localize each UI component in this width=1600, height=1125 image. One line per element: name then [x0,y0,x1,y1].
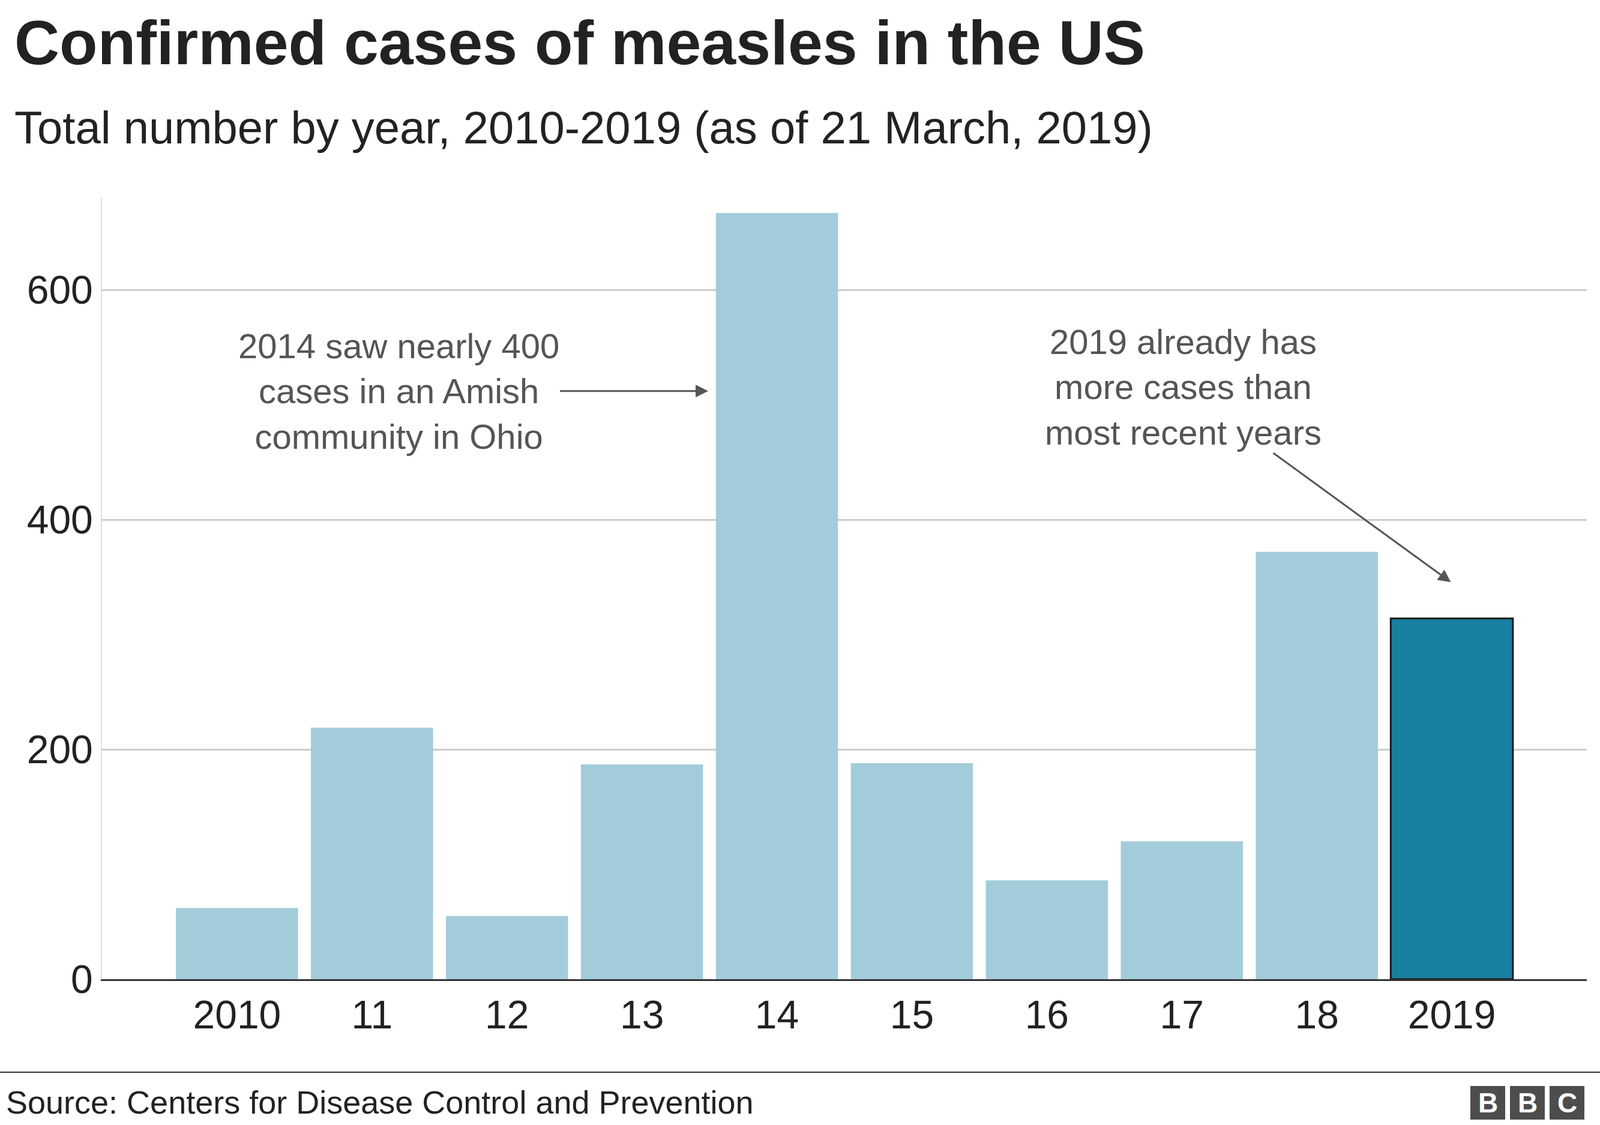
svg-text:C: C [1557,1087,1578,1119]
svg-text:0: 0 [70,957,94,1002]
svg-text:B: B [1517,1087,1538,1119]
svg-text:400: 400 [27,497,94,542]
svg-text:16: 16 [1025,992,1069,1038]
svg-text:200: 200 [27,727,94,772]
svg-text:Confirmed cases of measles in: Confirmed cases of measles in the US [14,7,1146,78]
svg-text:2010: 2010 [192,992,281,1038]
svg-text:2019: 2019 [1407,992,1497,1038]
svg-text:14: 14 [754,992,799,1038]
svg-text:2019 already hasmore cases tha: 2019 already hasmore cases thanmost rece… [1044,322,1322,452]
svg-text:B: B [1478,1087,1498,1119]
svg-text:600: 600 [27,267,94,313]
svg-text:Total number by year, 2010-201: Total number by year, 2010-2019 (as of 2… [14,102,1153,154]
svg-text:18: 18 [1294,992,1339,1038]
svg-text:13: 13 [619,992,664,1038]
svg-text:11: 11 [351,992,394,1038]
svg-text:12: 12 [484,992,529,1038]
svg-text:17: 17 [1160,992,1204,1038]
svg-text:2014 saw nearly 400cases in an: 2014 saw nearly 400cases in an Amishcomm… [238,326,560,457]
svg-text:Source: Centers for Disease Co: Source: Centers for Disease Control and … [6,1084,754,1121]
svg-text:15: 15 [890,992,934,1038]
